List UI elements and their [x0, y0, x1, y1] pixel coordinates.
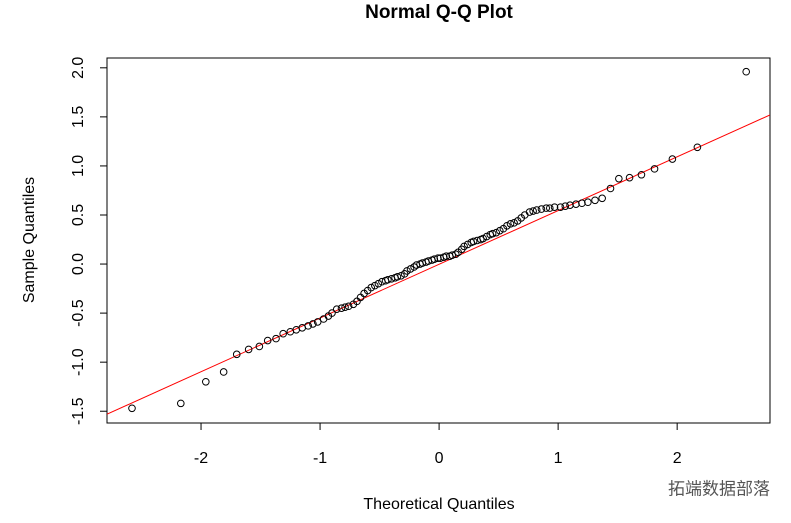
point — [693, 143, 702, 152]
point — [341, 303, 349, 312]
point — [556, 203, 565, 211]
point — [406, 265, 415, 273]
x-tick-label: 0 — [435, 450, 444, 467]
point — [532, 206, 541, 214]
point — [367, 283, 376, 292]
point — [442, 252, 451, 260]
point — [434, 254, 442, 262]
point — [578, 199, 586, 208]
y-tick-label: -1.5 — [70, 397, 87, 425]
y-tick-label: 2.0 — [70, 57, 87, 79]
point — [510, 219, 518, 227]
reference-line — [107, 114, 770, 415]
point — [529, 207, 537, 215]
point — [463, 240, 472, 249]
point — [482, 232, 491, 241]
point — [591, 196, 599, 205]
y-axis-label: Sample Quantiles — [21, 177, 38, 303]
point — [371, 281, 379, 290]
point — [384, 275, 392, 284]
point — [403, 267, 411, 275]
point — [742, 67, 750, 76]
point — [272, 334, 280, 343]
point — [625, 173, 634, 182]
point — [584, 198, 592, 207]
point — [393, 273, 402, 281]
point — [332, 305, 341, 313]
y-tick-label: 1.0 — [70, 155, 87, 177]
point — [606, 184, 615, 193]
point — [542, 204, 551, 212]
watermark: 拓端数据部落 — [668, 479, 770, 498]
point — [451, 250, 460, 259]
point — [469, 237, 478, 246]
point — [650, 165, 659, 173]
point — [344, 302, 353, 311]
point — [232, 350, 241, 359]
point — [506, 220, 515, 228]
point — [637, 170, 646, 179]
point — [496, 226, 504, 235]
point — [460, 242, 468, 251]
point — [176, 399, 185, 408]
y-tick-label: 1.5 — [70, 106, 87, 128]
point — [430, 255, 439, 263]
point — [561, 202, 570, 210]
y-tick-label: 0.0 — [70, 253, 87, 275]
x-tick-label: -2 — [194, 450, 208, 467]
point — [219, 368, 228, 376]
point — [255, 342, 264, 351]
chart-title: Normal Q-Q Plot — [365, 2, 513, 23]
point — [279, 329, 287, 338]
point — [328, 309, 336, 317]
point — [479, 234, 487, 243]
x-tick-label: -1 — [313, 450, 327, 467]
x-tick-label: 2 — [673, 450, 682, 467]
point — [503, 221, 511, 230]
x-tick-label: 1 — [554, 450, 563, 467]
x-axis-label: Theoretical Quantiles — [363, 496, 514, 513]
point — [410, 263, 418, 271]
point — [492, 228, 501, 237]
point — [615, 174, 623, 183]
y-tick-label: -1.0 — [70, 348, 87, 376]
point — [572, 200, 580, 208]
point — [397, 272, 405, 280]
y-tick-label: -0.5 — [70, 299, 87, 327]
point — [263, 336, 272, 345]
point — [545, 204, 554, 212]
point — [550, 203, 559, 211]
point — [448, 251, 456, 260]
point — [309, 320, 317, 328]
point — [537, 205, 546, 213]
point — [201, 377, 210, 386]
point — [566, 201, 574, 209]
point — [525, 208, 534, 216]
point — [313, 318, 322, 326]
point — [598, 194, 606, 203]
y-tick-label: 0.5 — [70, 204, 87, 226]
point — [488, 229, 497, 238]
point — [337, 304, 346, 313]
point — [668, 155, 677, 163]
point — [304, 322, 312, 330]
point — [374, 279, 383, 288]
plot-frame — [106, 57, 771, 424]
point — [244, 345, 253, 354]
point — [128, 404, 136, 413]
